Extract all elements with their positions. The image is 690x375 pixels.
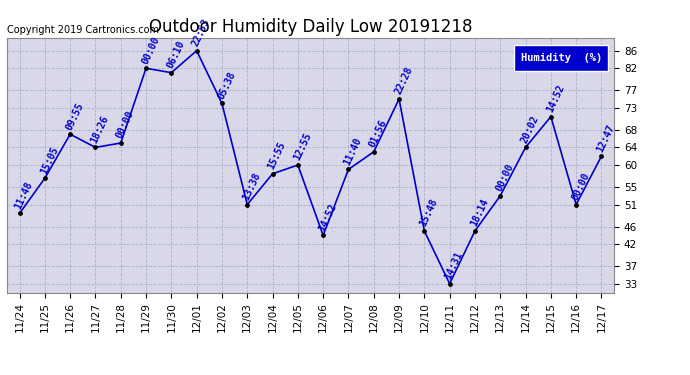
Point	[469, 228, 480, 234]
Text: 12:55: 12:55	[292, 131, 313, 162]
Text: 15:05: 15:05	[39, 145, 60, 176]
Text: 06:10: 06:10	[165, 39, 186, 70]
Text: 14:52: 14:52	[317, 202, 338, 232]
Point	[141, 65, 152, 71]
Text: 18:26: 18:26	[89, 114, 110, 145]
Point	[596, 153, 607, 159]
Text: 00:00: 00:00	[115, 110, 136, 140]
Text: 13:38: 13:38	[241, 171, 262, 202]
Point	[65, 131, 76, 137]
Text: 20:02: 20:02	[520, 114, 541, 145]
Text: 18:14: 18:14	[469, 197, 490, 228]
Text: 15:55: 15:55	[266, 140, 288, 171]
Point	[343, 166, 354, 172]
Text: 09:55: 09:55	[64, 100, 86, 132]
Point	[419, 228, 430, 234]
Text: 14:31: 14:31	[444, 250, 465, 281]
FancyBboxPatch shape	[514, 45, 608, 70]
Point	[368, 149, 380, 155]
Point	[14, 210, 25, 216]
Text: 11:48: 11:48	[13, 180, 34, 211]
Text: 22:53: 22:53	[190, 17, 212, 48]
Point	[166, 70, 177, 76]
Text: Copyright 2019 Cartronics.com: Copyright 2019 Cartronics.com	[7, 25, 159, 35]
Text: 11:40: 11:40	[342, 136, 364, 166]
Point	[217, 100, 228, 106]
Point	[317, 232, 328, 238]
Text: 22:28: 22:28	[393, 65, 414, 96]
Text: 00:00: 00:00	[494, 162, 515, 193]
Point	[90, 144, 101, 150]
Text: Humidity  (%): Humidity (%)	[521, 53, 602, 63]
Point	[520, 144, 531, 150]
Point	[241, 202, 253, 208]
Text: 12:47: 12:47	[595, 123, 617, 153]
Point	[39, 175, 50, 181]
Point	[267, 171, 278, 177]
Title: Outdoor Humidity Daily Low 20191218: Outdoor Humidity Daily Low 20191218	[149, 18, 472, 36]
Text: 00:00: 00:00	[570, 171, 591, 202]
Text: 15:48: 15:48	[418, 197, 440, 228]
Point	[393, 96, 404, 102]
Point	[571, 202, 582, 208]
Text: 01:56: 01:56	[368, 118, 389, 149]
Text: 00:00: 00:00	[140, 34, 161, 66]
Point	[115, 140, 126, 146]
Point	[495, 193, 506, 199]
Text: 05:38: 05:38	[216, 70, 237, 100]
Text: 14:52: 14:52	[544, 83, 566, 114]
Point	[293, 162, 304, 168]
Point	[545, 114, 556, 120]
Point	[191, 48, 202, 54]
Point	[444, 281, 455, 287]
